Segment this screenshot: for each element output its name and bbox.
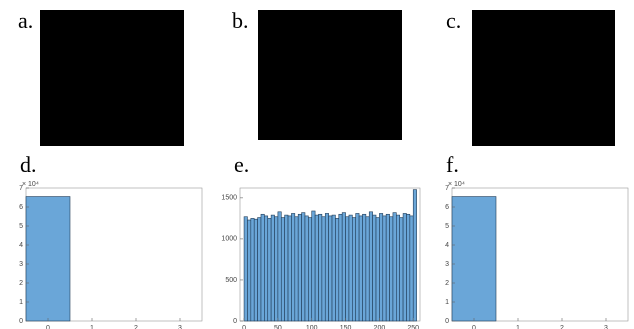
bar <box>302 213 305 321</box>
bar <box>251 218 254 321</box>
figure: a. b. c. d.× 10⁴012345670123e.0500100015… <box>0 0 634 329</box>
bar <box>376 218 379 321</box>
bar <box>356 213 359 321</box>
y-tick-label: 7 <box>445 185 449 192</box>
x-tick-label: 2 <box>560 325 564 329</box>
bar <box>393 213 396 321</box>
x-tick-label: 150 <box>340 325 352 329</box>
bar <box>362 214 365 321</box>
y-tick-label: 4 <box>19 242 23 249</box>
x-tick-label: 1 <box>516 325 520 329</box>
x-tick-label: 100 <box>306 325 318 329</box>
y-tick-label: 2 <box>445 280 449 287</box>
y-tick-label: 3 <box>19 261 23 268</box>
x-tick-label: 50 <box>274 325 282 329</box>
y-tick-label: 2 <box>19 280 23 287</box>
bar <box>386 214 389 321</box>
bar <box>349 215 352 321</box>
bar <box>26 197 70 321</box>
bar <box>244 217 247 321</box>
panel-label: a. <box>18 8 33 33</box>
y-tick-label: 3 <box>445 261 449 268</box>
bar <box>322 217 325 321</box>
bar <box>346 217 349 321</box>
bar <box>291 213 294 321</box>
bar <box>352 218 355 321</box>
bar <box>285 215 288 321</box>
bar <box>379 213 382 321</box>
bar <box>278 212 281 321</box>
y-multiplier: × 10⁴ <box>22 181 39 188</box>
bar <box>298 214 301 321</box>
y-tick-label: 1500 <box>221 195 237 202</box>
bar <box>254 219 257 321</box>
bar <box>275 217 278 321</box>
y-tick-label: 1 <box>445 299 449 306</box>
bar <box>369 212 372 321</box>
bar <box>315 215 318 321</box>
bar <box>312 211 315 321</box>
y-tick-label: 0 <box>19 318 23 325</box>
bar <box>406 214 409 321</box>
y-tick-label: 7 <box>19 185 23 192</box>
x-tick-label: 1 <box>90 325 94 329</box>
bar <box>342 213 345 321</box>
y-tick-label: 0 <box>233 318 237 325</box>
panel-label: c. <box>446 8 461 33</box>
x-tick-label: 250 <box>407 325 419 329</box>
x-tick-label: 0 <box>472 325 476 329</box>
bar <box>403 213 406 321</box>
bar <box>305 216 308 321</box>
bar <box>271 215 274 321</box>
bar <box>413 190 416 321</box>
panel-label: f. <box>446 152 459 177</box>
bar <box>329 216 332 321</box>
bar <box>247 220 250 321</box>
bar <box>410 216 413 321</box>
panel-label: e. <box>234 152 249 177</box>
bar <box>339 214 342 321</box>
y-tick-label: 4 <box>445 242 449 249</box>
y-tick-label: 6 <box>19 204 23 211</box>
bar <box>359 216 362 321</box>
y-tick-label: 1000 <box>221 236 237 243</box>
x-tick-label: 2 <box>134 325 138 329</box>
bar <box>288 216 291 321</box>
bar <box>332 215 335 321</box>
bar <box>396 215 399 321</box>
bar <box>268 218 271 321</box>
bar <box>295 217 298 321</box>
image-a <box>40 10 184 146</box>
image-c <box>472 10 615 146</box>
y-multiplier: × 10⁴ <box>448 181 465 188</box>
bar <box>325 213 328 321</box>
x-tick-label: 0 <box>242 325 246 329</box>
bar <box>308 218 311 321</box>
bar <box>281 218 284 321</box>
bar <box>400 218 403 321</box>
x-tick-label: 3 <box>604 325 608 329</box>
panel-label: b. <box>232 8 249 33</box>
x-tick-label: 0 <box>46 325 50 329</box>
y-tick-label: 1 <box>19 299 23 306</box>
panel-label: d. <box>20 152 37 177</box>
bar <box>383 216 386 321</box>
y-tick-label: 5 <box>19 223 23 230</box>
x-tick-label: 200 <box>374 325 386 329</box>
bar <box>390 217 393 321</box>
bar <box>452 197 496 321</box>
image-b <box>258 10 402 140</box>
x-tick-label: 3 <box>178 325 182 329</box>
bar <box>335 218 338 321</box>
y-tick-label: 0 <box>445 318 449 325</box>
bar <box>264 216 267 321</box>
y-tick-label: 500 <box>225 277 237 284</box>
bar <box>373 215 376 321</box>
bar <box>366 217 369 321</box>
y-tick-label: 6 <box>445 204 449 211</box>
bar <box>318 214 321 321</box>
bar <box>258 218 261 321</box>
bar <box>261 214 264 321</box>
y-tick-label: 5 <box>445 223 449 230</box>
